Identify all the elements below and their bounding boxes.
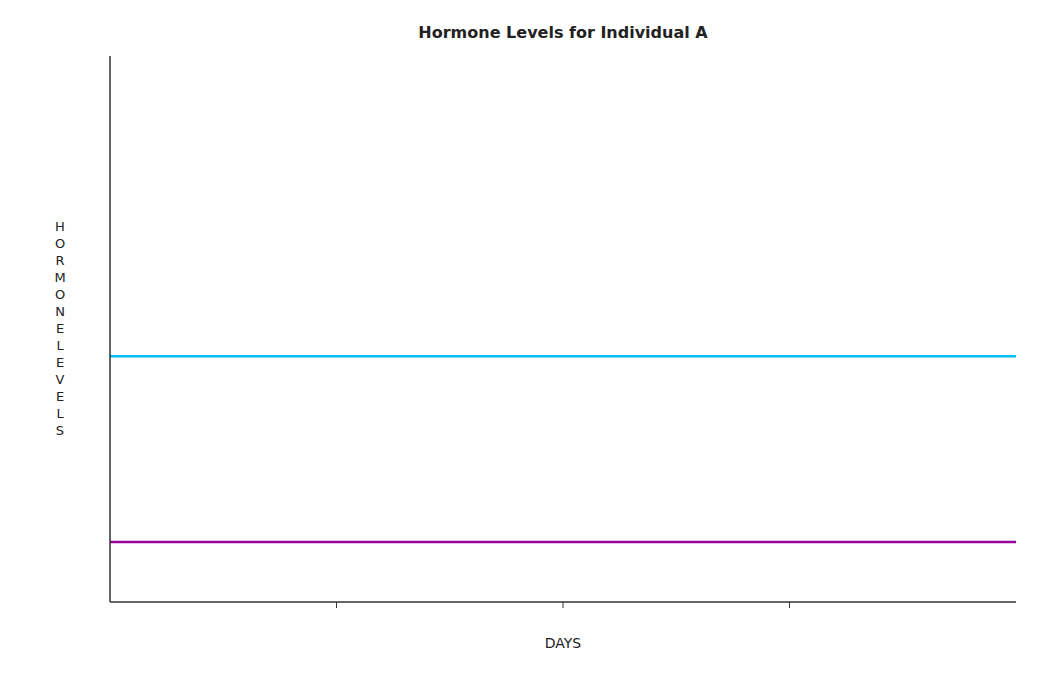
y-axis-label-letter: R xyxy=(55,253,64,268)
y-axis-label-letter: M xyxy=(54,270,65,285)
chart-container: Hormone Levels for Individual ADAYSHORMO… xyxy=(0,0,1046,688)
x-tick xyxy=(789,602,790,608)
series-line xyxy=(110,355,1016,358)
y-axis-label-letter: E xyxy=(56,389,64,404)
y-axis-label-letter: S xyxy=(56,423,64,438)
chart-title: Hormone Levels for Individual A xyxy=(418,23,708,42)
y-axis-label-letter: N xyxy=(55,304,65,319)
y-axis-label-letter: E xyxy=(56,321,64,336)
x-axis-label: DAYS xyxy=(545,635,582,651)
plot-area xyxy=(110,56,1016,602)
y-axis-label-letter: O xyxy=(55,236,65,251)
series-line xyxy=(110,541,1016,544)
x-axis-line xyxy=(110,601,1016,603)
x-tick xyxy=(336,602,337,608)
series-group xyxy=(110,356,1016,542)
x-tick xyxy=(563,602,564,608)
y-axis-label: HORMONELEVELS xyxy=(54,219,65,438)
y-axis-label-letter: V xyxy=(56,372,65,387)
y-axis-label-letter: L xyxy=(56,338,64,353)
y-axis-label-letter: L xyxy=(56,406,64,421)
y-axis-line xyxy=(109,56,111,602)
y-axis-label-letter: E xyxy=(56,355,64,370)
y-axis-label-letter: O xyxy=(55,287,65,302)
chart-svg: Hormone Levels for Individual ADAYSHORMO… xyxy=(0,0,1046,688)
y-axis-label-letter: H xyxy=(55,219,65,234)
